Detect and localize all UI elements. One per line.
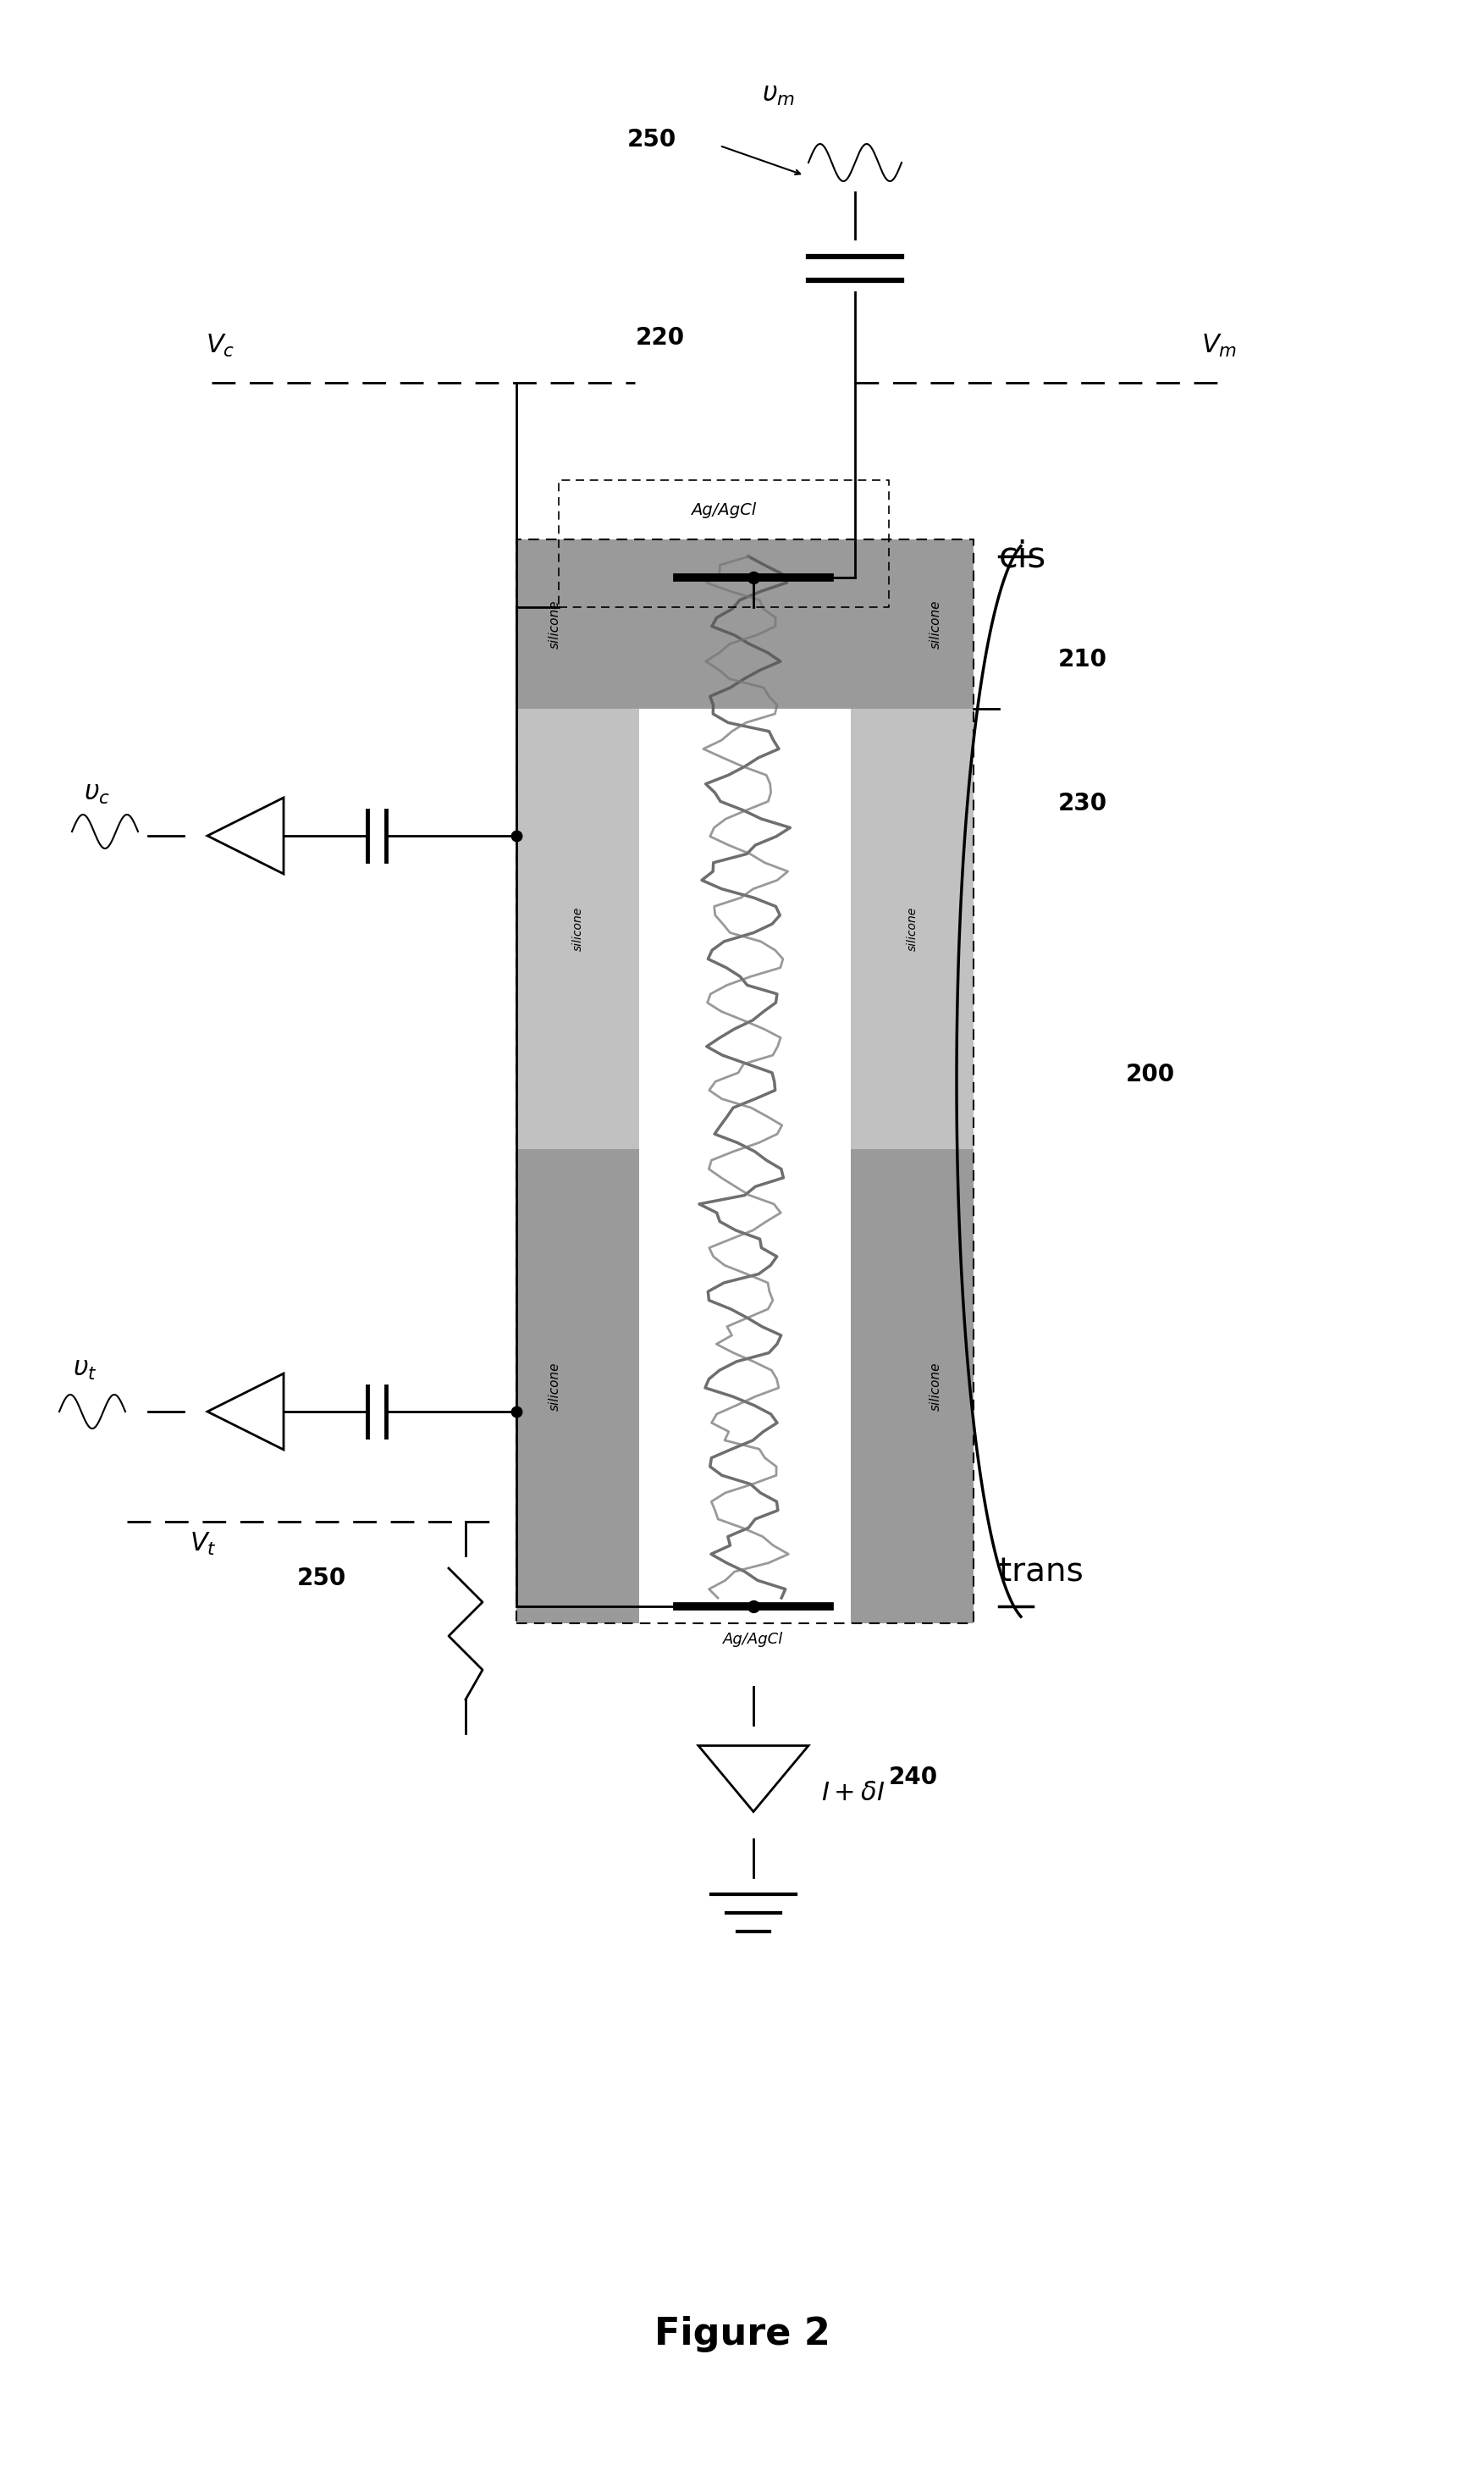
Text: silicone: silicone bbox=[548, 599, 561, 649]
Bar bbox=[640, 1149, 850, 1624]
Text: $V_c$: $V_c$ bbox=[206, 333, 234, 358]
Text: 220: 220 bbox=[635, 326, 686, 351]
Text: Ag/AgCl: Ag/AgCl bbox=[723, 1631, 784, 1646]
Text: 250: 250 bbox=[297, 1567, 346, 1589]
Text: Ag/AgCl: Ag/AgCl bbox=[692, 502, 757, 517]
Bar bbox=[640, 709, 850, 1149]
Text: 240: 240 bbox=[889, 1766, 938, 1788]
Text: $\upsilon_m$: $\upsilon_m$ bbox=[763, 82, 795, 107]
Text: silicone: silicone bbox=[929, 599, 942, 649]
Text: trans: trans bbox=[999, 1557, 1083, 1589]
Text: cis: cis bbox=[999, 540, 1046, 574]
Text: silicone: silicone bbox=[548, 1363, 561, 1410]
Bar bbox=[516, 709, 640, 1149]
Bar bbox=[516, 540, 974, 709]
Text: Figure 2: Figure 2 bbox=[654, 2315, 831, 2353]
Text: 230: 230 bbox=[1058, 791, 1107, 816]
Text: silicone: silicone bbox=[571, 908, 583, 950]
Text: silicone: silicone bbox=[929, 1363, 942, 1410]
Bar bbox=[850, 709, 974, 1149]
Text: $V_t$: $V_t$ bbox=[190, 1532, 217, 1557]
Text: $\upsilon_c$: $\upsilon_c$ bbox=[85, 781, 110, 806]
Text: $I+\delta I$: $I+\delta I$ bbox=[821, 1781, 884, 1806]
Text: $\upsilon_t$: $\upsilon_t$ bbox=[73, 1358, 96, 1380]
Text: silicone: silicone bbox=[907, 908, 919, 950]
Text: $V_m$: $V_m$ bbox=[1201, 333, 1236, 358]
Bar bbox=[516, 1149, 974, 1624]
Text: 250: 250 bbox=[628, 127, 677, 152]
Text: 200: 200 bbox=[1126, 1062, 1175, 1087]
Text: 210: 210 bbox=[1058, 647, 1107, 671]
